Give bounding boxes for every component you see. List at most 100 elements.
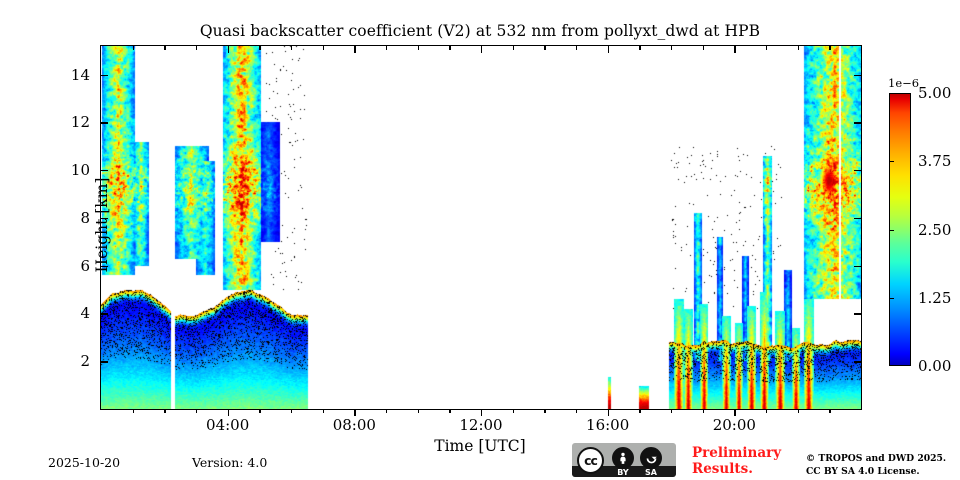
y-axis-major-tick — [101, 74, 108, 76]
y-axis-tick-label: 6 — [80, 256, 90, 275]
creative-commons-badge[interactable]: cc BY SA — [572, 443, 676, 477]
colorbar-tick-label: 3.75 — [918, 152, 952, 171]
y-axis-major-tick — [101, 170, 108, 172]
y-axis-major-tick — [101, 361, 108, 363]
attribution-person-icon — [612, 447, 634, 469]
x-axis-minor-tick-top — [797, 46, 799, 50]
y-axis-tick-label: 8 — [80, 208, 90, 227]
x-axis-minor-tick — [417, 409, 419, 413]
y-axis-tick-label: 12 — [70, 113, 90, 132]
x-axis-label: Time [UTC] — [434, 437, 526, 455]
colorbar-tick — [889, 364, 894, 366]
x-axis-minor-tick-top — [132, 46, 134, 50]
x-axis-tick-label: 08:00 — [332, 416, 376, 434]
cc-icon: cc — [577, 447, 604, 474]
colorbar-tick — [889, 161, 894, 163]
preliminary-results-note: Preliminary Results. — [692, 445, 782, 477]
x-axis-minor-tick — [259, 409, 261, 413]
x-axis-minor-tick-top — [322, 46, 324, 50]
x-axis-minor-tick-top — [544, 46, 546, 50]
x-axis-minor-tick — [671, 409, 673, 413]
copyright-note: © TROPOS and DWD 2025. CC BY SA 4.0 Lice… — [806, 452, 956, 479]
x-axis-major-tick — [227, 409, 229, 416]
x-axis-tick-label: 12:00 — [459, 416, 503, 434]
colorbar-tick — [889, 93, 894, 95]
x-axis-minor-tick — [544, 409, 546, 413]
y-axis-tick-label: 4 — [80, 304, 90, 323]
x-axis-major-tick — [734, 409, 736, 416]
colorbar[interactable]: 1e−6 0.00 1.25 2.50 3.75 5.00 — [888, 76, 951, 375]
x-axis-major-tick — [481, 409, 483, 416]
colorbar-tick-label: 1.25 — [918, 288, 952, 307]
x-axis-minor-tick — [449, 409, 451, 413]
x-axis-tick-label: 16:00 — [586, 416, 630, 434]
x-axis-minor-tick — [702, 409, 704, 413]
y-axis-major-tick-right — [854, 122, 861, 124]
x-axis-minor-tick-top — [671, 46, 673, 50]
x-axis-minor-tick-top — [639, 46, 641, 50]
figure-date: 2025-10-20 — [48, 455, 121, 470]
copyright-line-1: © TROPOS and DWD 2025. — [806, 453, 947, 464]
page-title: Quasi backscatter coefficient (V2) at 53… — [199, 22, 761, 40]
y-axis-major-tick-right — [854, 313, 861, 315]
x-axis-minor-tick-top — [702, 46, 704, 50]
colorbar-tick — [889, 229, 894, 231]
badge-sa-label: SA — [645, 468, 657, 477]
y-axis-major-tick-right — [854, 361, 861, 363]
x-axis-tick-label: 04:00 — [206, 416, 250, 434]
x-axis-minor-tick — [291, 409, 293, 413]
x-axis-major-tick-top — [734, 46, 736, 53]
x-axis-major-tick-top — [607, 46, 609, 53]
heatmap-canvas — [101, 46, 861, 409]
x-axis-major-tick-top — [481, 46, 483, 53]
x-axis-major-tick — [607, 409, 609, 416]
y-axis-tick-label: 14 — [70, 65, 90, 84]
colorbar-offset-text: 1e−6 — [888, 76, 920, 90]
x-axis-minor-tick-top — [512, 46, 514, 50]
y-axis-major-tick-right — [854, 74, 861, 76]
y-axis-label: Height [km] — [93, 177, 111, 273]
y-axis-major-tick — [101, 265, 108, 267]
x-axis-minor-tick-top — [259, 46, 261, 50]
badge-strip — [572, 466, 676, 477]
x-axis-minor-tick — [196, 409, 198, 413]
x-axis-major-tick-top — [354, 46, 356, 53]
x-axis-minor-tick — [512, 409, 514, 413]
x-axis-minor-tick — [322, 409, 324, 413]
x-axis-minor-tick-top — [829, 46, 831, 50]
copyright-line-2: CC BY SA 4.0 License. — [806, 466, 920, 478]
y-axis-tick-label: 10 — [70, 161, 90, 180]
x-axis-minor-tick — [797, 409, 799, 413]
x-axis-major-tick — [354, 409, 356, 416]
y-axis-tick-label: 2 — [80, 352, 90, 371]
x-axis-minor-tick-top — [164, 46, 166, 50]
x-axis-minor-tick — [164, 409, 166, 413]
x-axis-minor-tick — [576, 409, 578, 413]
x-axis-minor-tick-top — [417, 46, 419, 50]
share-alike-icon — [640, 447, 662, 469]
y-axis-major-tick — [101, 217, 108, 220]
x-axis-minor-tick-top — [386, 46, 388, 50]
colorbar-tick-label: 2.50 — [918, 220, 952, 239]
x-axis-major-tick-top — [227, 46, 229, 53]
y-axis-major-tick — [101, 122, 108, 124]
y-axis-major-tick-right — [854, 170, 861, 172]
colorbar-tick-label: 5.00 — [918, 84, 952, 102]
y-axis-major-tick — [101, 313, 108, 315]
x-axis-minor-tick — [132, 409, 134, 413]
y-axis-major-tick-right — [854, 217, 861, 220]
x-axis-tick-label: 20:00 — [712, 416, 756, 434]
colorbar-tick-label: 0.00 — [918, 357, 952, 375]
badge-by-label: BY — [617, 468, 629, 477]
x-axis-minor-tick-top — [449, 46, 451, 50]
x-axis-minor-tick-top — [291, 46, 293, 50]
plot-area[interactable]: Height [km] — [93, 45, 862, 410]
x-axis-minor-tick — [386, 409, 388, 413]
x-axis-minor-tick-top — [766, 46, 768, 50]
y-axis-major-tick-right — [854, 265, 861, 267]
x-axis-minor-tick — [639, 409, 641, 413]
x-axis-minor-tick-top — [196, 46, 198, 50]
colorbar-tick — [889, 297, 894, 299]
figure-version: Version: 4.0 — [192, 455, 268, 470]
